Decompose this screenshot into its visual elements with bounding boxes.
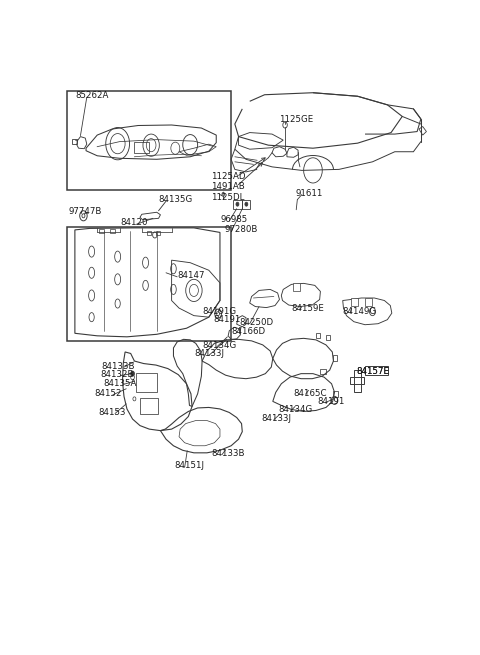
Text: 96985: 96985 bbox=[221, 215, 248, 224]
Text: 84157E: 84157E bbox=[357, 367, 390, 375]
Text: 84152: 84152 bbox=[94, 389, 122, 398]
Bar bbox=[147, 231, 151, 235]
Polygon shape bbox=[351, 298, 358, 305]
Bar bbox=[354, 369, 360, 392]
Text: 84133B: 84133B bbox=[212, 449, 245, 458]
Text: 84132B: 84132B bbox=[100, 370, 133, 379]
Bar bbox=[67, 227, 231, 341]
Text: 84133J: 84133J bbox=[195, 350, 225, 358]
Text: 1125GE: 1125GE bbox=[279, 115, 314, 124]
Text: 84191G: 84191G bbox=[203, 307, 237, 316]
Polygon shape bbox=[292, 284, 300, 291]
Bar bbox=[156, 231, 160, 235]
Bar bbox=[99, 229, 104, 233]
Text: 84149G: 84149G bbox=[342, 307, 376, 316]
Bar bbox=[242, 200, 251, 209]
Bar bbox=[72, 139, 77, 143]
Text: 1125AD: 1125AD bbox=[211, 172, 245, 181]
Text: 1491AB: 1491AB bbox=[211, 181, 244, 191]
Bar bbox=[67, 91, 231, 189]
Bar bbox=[365, 366, 388, 375]
Text: 84134G: 84134G bbox=[278, 405, 312, 414]
Text: 84120: 84120 bbox=[120, 218, 148, 227]
Text: 84135A: 84135A bbox=[104, 379, 137, 388]
Bar bbox=[110, 229, 115, 233]
Bar bbox=[233, 200, 241, 209]
Text: 1125DL: 1125DL bbox=[211, 193, 244, 202]
Bar bbox=[140, 398, 158, 414]
Text: 91611: 91611 bbox=[295, 189, 323, 198]
Text: 84157E: 84157E bbox=[357, 367, 389, 375]
Text: 84191: 84191 bbox=[317, 397, 345, 406]
Bar bbox=[350, 377, 364, 384]
Text: 84134G: 84134G bbox=[202, 341, 236, 350]
Polygon shape bbox=[365, 298, 372, 305]
Circle shape bbox=[131, 371, 134, 376]
Text: 84135G: 84135G bbox=[158, 195, 193, 204]
Text: 97280B: 97280B bbox=[225, 225, 258, 234]
Bar bbox=[136, 373, 156, 392]
Text: 84147: 84147 bbox=[177, 271, 204, 280]
Text: 97747B: 97747B bbox=[68, 207, 102, 215]
Text: 84250D: 84250D bbox=[240, 318, 274, 327]
Text: 84153: 84153 bbox=[98, 408, 125, 417]
Text: 84159E: 84159E bbox=[291, 303, 324, 312]
Text: 84191: 84191 bbox=[214, 315, 241, 324]
Text: 84165C: 84165C bbox=[294, 389, 327, 398]
Circle shape bbox=[236, 202, 239, 206]
Circle shape bbox=[245, 202, 248, 206]
Text: 84133J: 84133J bbox=[262, 413, 292, 422]
Bar bbox=[133, 141, 148, 153]
Text: 84133B: 84133B bbox=[102, 362, 135, 371]
Text: 84151J: 84151J bbox=[175, 461, 204, 470]
Text: 85262A: 85262A bbox=[75, 91, 108, 100]
Text: 84166D: 84166D bbox=[232, 328, 266, 336]
